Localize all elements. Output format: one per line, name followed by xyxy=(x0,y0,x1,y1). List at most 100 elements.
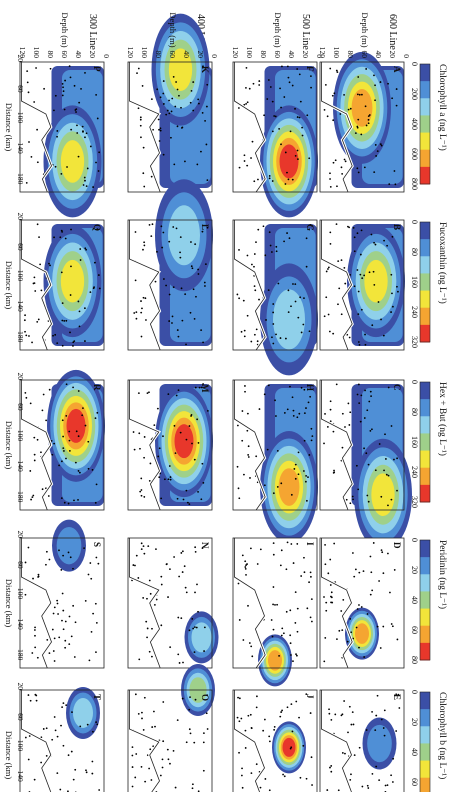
sample-point xyxy=(77,390,80,392)
sample-point xyxy=(78,471,81,474)
sample-point xyxy=(168,240,171,243)
sample-point xyxy=(172,286,175,289)
sample-point xyxy=(323,442,325,445)
sample-point xyxy=(80,87,82,90)
sample-point xyxy=(330,591,333,594)
sample-point xyxy=(267,289,270,291)
sample-point xyxy=(334,713,337,716)
sample-point xyxy=(171,322,173,324)
sample-point xyxy=(95,556,98,559)
sample-point xyxy=(301,126,303,129)
panel-letter: B xyxy=(392,224,402,230)
panel-frame xyxy=(19,537,105,669)
sample-point xyxy=(72,345,74,347)
sample-point xyxy=(244,385,246,387)
sample-point xyxy=(92,612,95,615)
sample-point xyxy=(160,225,163,228)
sample-point xyxy=(149,462,152,465)
sample-point xyxy=(74,109,77,111)
sample-point xyxy=(353,285,356,288)
sample-point xyxy=(153,710,155,713)
sample-point xyxy=(134,279,137,282)
distance-tick-label: 180 xyxy=(16,649,25,661)
sample-point xyxy=(367,118,370,121)
sample-point xyxy=(325,270,328,273)
contour-band xyxy=(278,468,300,506)
distance-tick-label: 60 xyxy=(16,85,25,93)
sample-point xyxy=(280,549,283,552)
sample-point xyxy=(154,280,157,283)
sample-point xyxy=(280,482,283,485)
sample-point xyxy=(95,622,98,624)
sample-point xyxy=(309,395,312,398)
colorbar-segment xyxy=(420,540,430,558)
transect-line-label: 500 Line xyxy=(300,14,311,50)
sample-point xyxy=(72,778,75,781)
sample-point xyxy=(268,789,271,792)
sample-point xyxy=(250,157,252,159)
section-panel-T: T xyxy=(19,686,105,792)
sample-point xyxy=(200,150,202,153)
sample-point xyxy=(32,577,34,580)
sample-point xyxy=(131,746,134,749)
sample-point xyxy=(356,125,359,128)
sample-point xyxy=(286,706,289,709)
sample-point xyxy=(169,476,172,478)
sample-point xyxy=(190,89,193,92)
sample-point xyxy=(85,771,88,774)
sample-point xyxy=(246,164,249,167)
sample-point xyxy=(295,700,298,703)
sample-point xyxy=(78,310,81,313)
sample-point xyxy=(203,650,205,652)
sample-point xyxy=(185,741,188,744)
sample-point xyxy=(280,106,282,109)
sample-point xyxy=(91,772,94,775)
sample-point xyxy=(181,571,184,573)
sample-point xyxy=(238,697,241,700)
sample-point xyxy=(367,787,370,789)
sample-point xyxy=(74,621,77,624)
sample-point xyxy=(64,639,67,642)
sample-point xyxy=(393,569,396,571)
sample-point xyxy=(189,732,192,735)
sample-point xyxy=(325,296,328,299)
sample-point xyxy=(140,335,143,338)
sample-point xyxy=(349,618,352,620)
sample-point xyxy=(178,575,181,578)
sample-point xyxy=(95,721,98,723)
sample-point xyxy=(163,478,166,481)
sample-point xyxy=(391,305,394,308)
sample-point xyxy=(366,494,369,497)
sample-point xyxy=(373,283,376,286)
sample-point xyxy=(30,155,33,158)
sample-point xyxy=(72,567,74,570)
sample-point xyxy=(70,750,73,753)
sample-point xyxy=(286,171,288,174)
sample-point xyxy=(77,498,79,501)
sample-point xyxy=(351,495,354,498)
sample-point xyxy=(167,478,170,481)
sample-point xyxy=(329,420,332,423)
sample-point xyxy=(237,107,240,109)
sample-point xyxy=(353,575,356,578)
sample-point xyxy=(244,567,247,570)
sample-point xyxy=(139,118,142,121)
sample-point xyxy=(323,596,325,598)
sample-point xyxy=(169,478,172,481)
sample-point xyxy=(356,608,359,610)
sample-point xyxy=(33,629,36,631)
distance-tick-label: 140 xyxy=(16,771,25,783)
sample-point xyxy=(24,314,26,317)
distance-tick-label: 20 xyxy=(16,531,25,539)
sample-point xyxy=(62,702,65,705)
sample-point xyxy=(276,450,279,452)
sample-point xyxy=(387,386,390,389)
sample-point xyxy=(253,253,256,255)
sample-point xyxy=(364,343,367,346)
colorbar-segment xyxy=(420,149,430,168)
sample-point xyxy=(360,93,363,96)
sample-point xyxy=(33,436,36,439)
sample-point xyxy=(69,331,71,334)
sample-point xyxy=(241,767,243,770)
sample-point xyxy=(294,591,297,594)
